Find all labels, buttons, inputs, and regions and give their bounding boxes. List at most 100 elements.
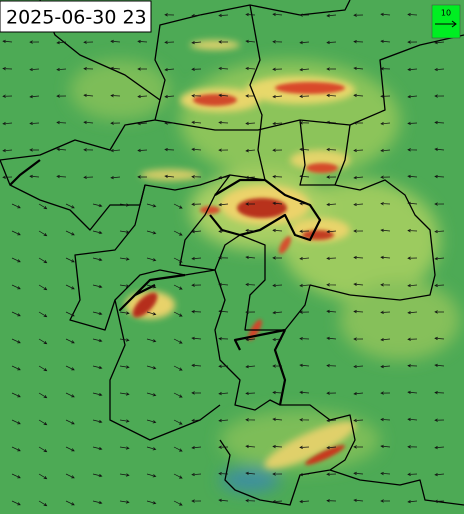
timestamp-box — [0, 0, 152, 33]
wind-arrow — [92, 365, 103, 370]
wind-arrow — [245, 66, 256, 71]
wind-arrow — [191, 472, 202, 477]
wind-arrow — [299, 418, 310, 422]
wind-arrow — [353, 66, 364, 71]
wind-arrow — [353, 498, 364, 503]
wind-arrow — [218, 337, 229, 341]
wind-arrow — [380, 255, 391, 260]
wind-arrow — [245, 499, 256, 503]
wind-arrow — [407, 310, 418, 315]
wind-arrow — [380, 202, 391, 206]
wind-arrow — [407, 201, 418, 206]
wind-arrow — [65, 500, 75, 506]
wind-arrow — [191, 256, 202, 261]
wind-arrow — [380, 12, 391, 17]
wind-arrow — [326, 499, 337, 503]
wind-arrow — [173, 365, 183, 371]
wind-arrow — [137, 67, 148, 71]
wind-arrow — [119, 311, 130, 315]
wind-arrow — [146, 257, 157, 262]
wind-arrow — [218, 364, 229, 368]
wind-arrow — [65, 203, 75, 209]
wind-arrow — [434, 174, 445, 179]
wind-arrow — [164, 40, 175, 45]
wind-arrow — [245, 471, 256, 476]
wind-arrow — [407, 94, 418, 99]
wind-arrow — [407, 472, 418, 476]
wind-arrow — [245, 418, 256, 422]
wind-arrow — [56, 120, 67, 125]
wind-arrow — [380, 148, 391, 153]
wind-arrow — [56, 94, 67, 98]
wind-arrow — [29, 148, 40, 152]
wind-arrow — [218, 445, 229, 449]
wind-arrow — [2, 121, 13, 126]
wind-arrow — [380, 94, 391, 98]
wind-arrow — [245, 121, 256, 126]
wind-arrow — [38, 446, 48, 453]
wind-arrow — [272, 174, 283, 179]
wind-arrow — [299, 174, 310, 179]
wind-arrow — [380, 175, 391, 179]
wind-arrow — [245, 444, 256, 449]
wind-arrow — [56, 174, 67, 179]
wind-arrow — [11, 500, 21, 506]
wind-arrow — [434, 256, 445, 261]
wind-arrow — [38, 392, 48, 399]
wind-arrow — [173, 500, 183, 506]
wind-arrow — [326, 40, 337, 45]
wind-arrow — [272, 499, 283, 504]
wind-arrow — [146, 338, 157, 343]
wind-arrow — [245, 94, 256, 98]
wind-arrow — [11, 284, 21, 290]
wind-arrow — [29, 94, 40, 99]
wind-arrow — [83, 40, 94, 44]
field-red — [132, 82, 346, 465]
wind-arrow — [110, 66, 121, 71]
wind-arrow — [92, 284, 103, 289]
wind-arrow — [218, 66, 229, 71]
wind-arrow — [218, 282, 229, 287]
wind-arrow — [11, 203, 21, 209]
wind-arrow — [407, 445, 418, 449]
wind-arrow — [173, 230, 183, 236]
wind-arrow — [191, 94, 202, 98]
wind-arrow — [434, 499, 445, 503]
wind-arrow — [299, 499, 310, 504]
wind-arrow — [191, 175, 202, 179]
wind-arrow — [272, 40, 283, 44]
wind-arrow — [2, 175, 13, 179]
wind-arrow — [110, 39, 121, 44]
wind-arrow — [83, 175, 94, 180]
wind-arrow — [380, 310, 391, 315]
wind-arrow — [353, 445, 364, 449]
wind-arrow — [326, 418, 337, 423]
wind-arrow — [326, 93, 337, 98]
wind-arrow — [353, 93, 364, 98]
wind-arrow — [407, 499, 418, 504]
wind-arrow — [272, 148, 283, 152]
wind-arrow — [191, 391, 202, 395]
wind-arrow — [218, 229, 229, 233]
wind-arrow — [56, 40, 67, 45]
wind-arrow — [353, 337, 364, 341]
wind-arrow — [191, 499, 202, 503]
wind-arrow — [11, 311, 21, 317]
wind-arrow — [380, 39, 391, 44]
wind-arrow — [92, 392, 103, 397]
wind-arrow — [407, 67, 418, 72]
wind-arrow — [191, 202, 202, 206]
wind-arrow — [326, 120, 337, 125]
wind-arrow — [92, 338, 103, 343]
wind-arrow — [245, 337, 256, 342]
wind-arrow — [119, 365, 130, 369]
wind-arrow — [65, 311, 75, 317]
wind-arrow — [272, 12, 283, 17]
wind-arrow — [11, 473, 21, 479]
wind-arrow — [326, 391, 337, 395]
wind-arrow — [326, 256, 337, 261]
wind-arrow — [119, 203, 130, 207]
wind-arrow — [407, 174, 418, 179]
wind-arrow — [110, 93, 121, 98]
wind-arrow — [137, 148, 148, 153]
